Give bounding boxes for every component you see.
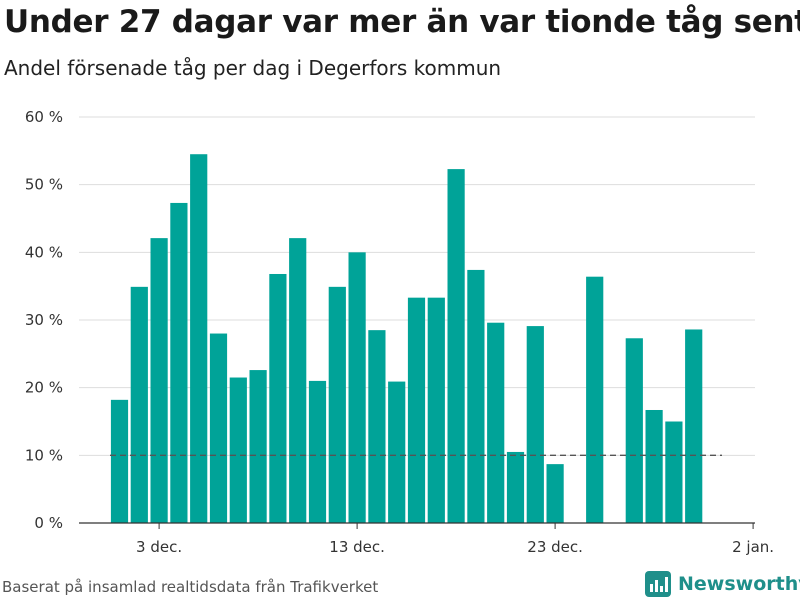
y-tick-label: 40 % xyxy=(25,243,63,261)
y-tick-label: 50 % xyxy=(25,176,63,194)
source-note: Baserat på insamlad realtidsdata från Tr… xyxy=(2,578,379,596)
bar xyxy=(447,169,465,523)
bar xyxy=(229,377,247,523)
x-tick-label: 13 dec. xyxy=(329,538,385,556)
x-tick-label: 23 dec. xyxy=(527,538,583,556)
bar xyxy=(427,297,445,523)
bar xyxy=(249,370,267,523)
y-axis-ticks: 0 % 10 % 20 % 30 % 40 % 50 % 60 % xyxy=(25,108,63,532)
bar xyxy=(388,381,406,523)
bar xyxy=(190,154,208,523)
bar xyxy=(526,326,544,523)
bar xyxy=(645,409,663,523)
x-tick-label: 3 dec. xyxy=(136,538,182,556)
bar xyxy=(289,238,307,523)
bar xyxy=(269,273,287,523)
bars xyxy=(110,154,703,524)
bar xyxy=(150,238,168,523)
x-axis: 3 dec. 13 dec. 23 dec. 2 jan. xyxy=(79,522,774,556)
y-tick-label: 30 % xyxy=(25,311,63,329)
brand-name: Newsworthy xyxy=(678,573,800,595)
newsworthy-logo-icon xyxy=(645,571,671,597)
chart-subtitle: Andel försenade tåg per dag i Degerfors … xyxy=(4,56,502,80)
y-tick-label: 0 % xyxy=(34,514,63,532)
bar xyxy=(368,330,386,523)
bar xyxy=(487,322,505,523)
bar xyxy=(209,333,228,523)
bar xyxy=(110,399,129,523)
chart-title: Under 27 dagar var mer än var tionde tåg… xyxy=(4,4,800,40)
bar xyxy=(685,329,703,523)
x-tick-label: 2 jan. xyxy=(732,538,774,556)
bar xyxy=(586,276,604,523)
y-tick-label: 20 % xyxy=(25,379,63,397)
bar xyxy=(328,286,346,523)
bar xyxy=(467,269,485,523)
bar xyxy=(170,202,188,524)
bar xyxy=(625,338,643,523)
bar xyxy=(506,451,525,523)
bar xyxy=(665,421,683,523)
y-tick-label: 10 % xyxy=(25,446,63,464)
bar xyxy=(308,380,327,523)
bar xyxy=(546,464,564,523)
bar xyxy=(407,297,426,523)
bar xyxy=(130,286,148,523)
y-tick-label: 60 % xyxy=(25,108,63,126)
brand-logo[interactable]: Newsworthy xyxy=(644,570,800,598)
bar xyxy=(348,252,366,524)
